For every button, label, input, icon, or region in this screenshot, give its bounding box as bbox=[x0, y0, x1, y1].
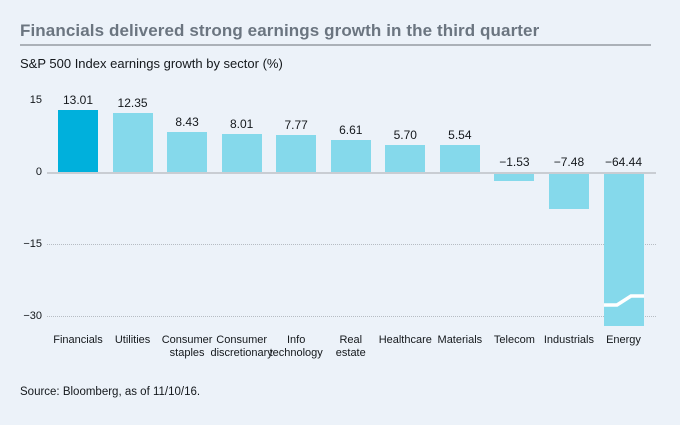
value-label-financials: 13.01 bbox=[62, 92, 94, 107]
bar-real-estate bbox=[330, 140, 371, 172]
source-note: Source: Bloomberg, as of 11/10/16. bbox=[20, 386, 201, 398]
ytick-label-15: 15 bbox=[29, 93, 42, 106]
bar-healthcare bbox=[385, 144, 426, 172]
chart-subtitle: S&P 500 Index earnings growth by sector … bbox=[20, 56, 283, 71]
ytick-label-0: 0 bbox=[35, 165, 42, 178]
value-label-energy: −64.44 bbox=[604, 155, 643, 169]
value-label-industrials: −7.48 bbox=[553, 155, 585, 169]
gridline--15 bbox=[47, 244, 656, 245]
category-label-telecom: Telecom bbox=[493, 334, 535, 346]
bar-materials bbox=[439, 145, 480, 172]
value-label-info-technology: 7.77 bbox=[284, 117, 308, 132]
category-label-healthcare: Healthcare bbox=[378, 334, 432, 346]
bar-consumer-staples bbox=[167, 131, 208, 172]
value-label-real-estate: 6.61 bbox=[339, 123, 363, 138]
category-label-info-technology: Info technology bbox=[269, 334, 323, 359]
bar-telecom bbox=[494, 173, 535, 181]
value-label-consumer-staples: 8.43 bbox=[175, 114, 199, 129]
category-label-consumer-discretionary: Consumer discretionary bbox=[210, 334, 273, 359]
bar-financials bbox=[58, 109, 98, 172]
value-label-healthcare: 5.70 bbox=[393, 127, 417, 142]
ytick-label--30: −30 bbox=[23, 309, 42, 322]
gridline--30 bbox=[47, 316, 656, 317]
category-label-real-estate: Real estate bbox=[335, 334, 366, 359]
axis-break-marker bbox=[603, 294, 644, 307]
title-divider bbox=[20, 44, 651, 46]
value-label-materials: 5.54 bbox=[448, 128, 472, 143]
value-label-consumer-discretionary: 8.01 bbox=[229, 116, 254, 131]
bar-utilities bbox=[112, 112, 153, 172]
zero-axis-line bbox=[47, 172, 656, 174]
bar-energy bbox=[603, 173, 644, 326]
category-label-utilities: Utilities bbox=[114, 334, 151, 346]
category-label-materials: Materials bbox=[437, 334, 483, 346]
value-label-utilities: 12.35 bbox=[117, 95, 148, 110]
category-label-industrials: Industrials bbox=[543, 334, 594, 346]
bar-consumer-discretionary bbox=[221, 133, 262, 172]
category-label-consumer-staples: Consumer staples bbox=[161, 334, 213, 359]
bar-info-technology bbox=[276, 134, 317, 172]
category-label-financials: Financials bbox=[53, 334, 103, 346]
ytick-label--15: −15 bbox=[23, 237, 42, 250]
category-label-energy: Energy bbox=[606, 334, 641, 346]
chart-title: Financials delivered strong earnings gro… bbox=[20, 21, 540, 40]
value-label-telecom: −1.53 bbox=[499, 155, 530, 169]
bar-industrials bbox=[548, 173, 589, 210]
